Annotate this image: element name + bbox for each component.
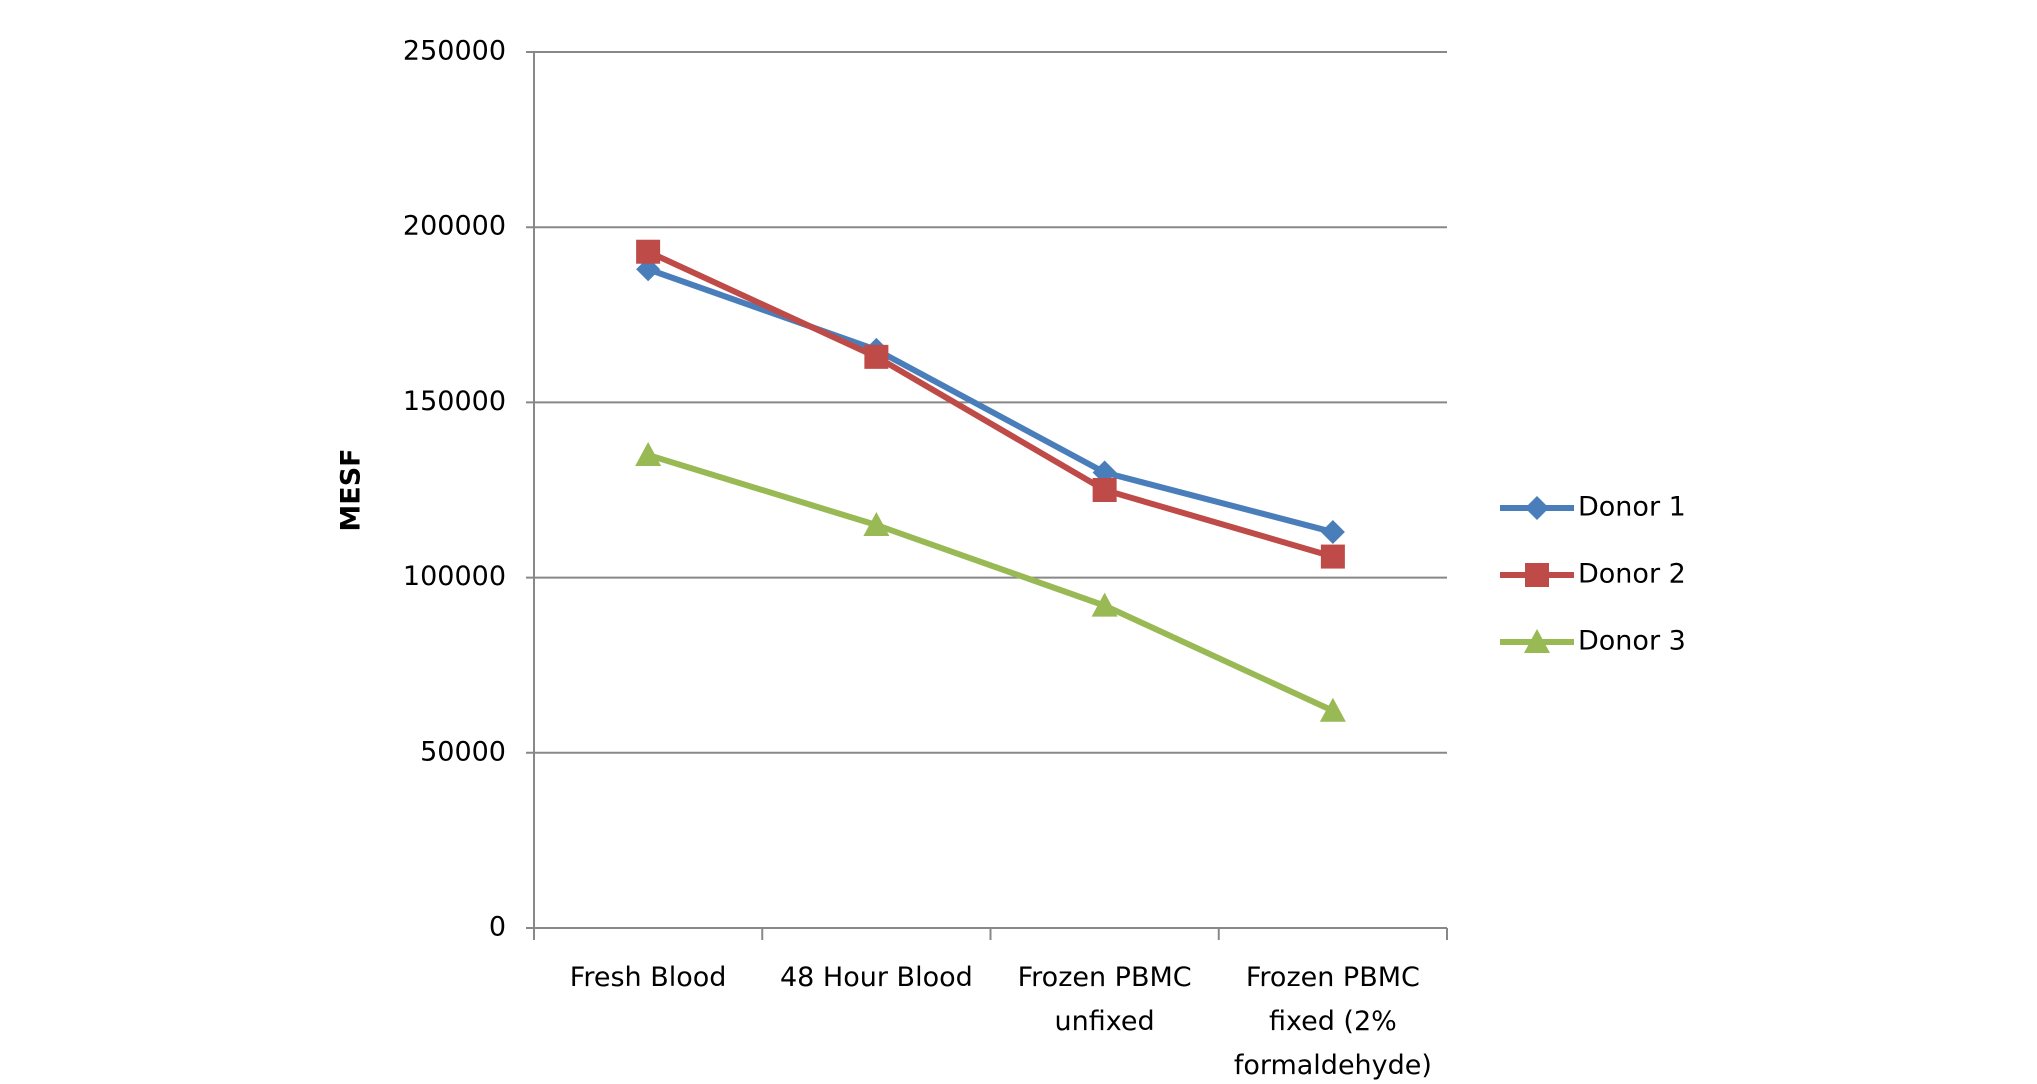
marker — [1091, 592, 1118, 617]
y-tick-label: 100000 — [403, 561, 506, 592]
legend-label: Donor 1 — [1578, 492, 1686, 523]
legend-label: Donor 2 — [1578, 559, 1686, 590]
x-tick-label: 48 Hour Blood — [779, 962, 973, 993]
y-tick-label: 200000 — [403, 211, 506, 242]
marker — [1525, 563, 1549, 587]
legend-label: Donor 3 — [1578, 626, 1686, 657]
marker — [1524, 629, 1550, 653]
y-tick-label: 250000 — [403, 36, 506, 67]
marker — [635, 441, 662, 466]
marker — [636, 239, 661, 264]
y-tick-label: 150000 — [403, 386, 506, 417]
x-tick-label: Frozen PBMC fixed (2% formaldehyde) — [1233, 962, 1432, 1081]
marker — [864, 344, 889, 369]
y-axis-label: MESF — [336, 448, 367, 531]
series-line — [647, 452, 1335, 714]
marker — [1319, 697, 1346, 722]
series-line — [647, 266, 1334, 535]
y-tick-label: 50000 — [420, 736, 506, 767]
marker — [1320, 520, 1345, 545]
marker — [1525, 496, 1549, 520]
x-tick-label: Frozen PBMC unfixed — [1017, 962, 1192, 1037]
marker — [863, 512, 890, 537]
y-tick-label: 0 — [489, 912, 506, 943]
marker — [1092, 478, 1117, 502]
series-line — [646, 249, 1334, 560]
marker — [1320, 544, 1345, 569]
x-tick-label: Fresh Blood — [569, 962, 727, 993]
